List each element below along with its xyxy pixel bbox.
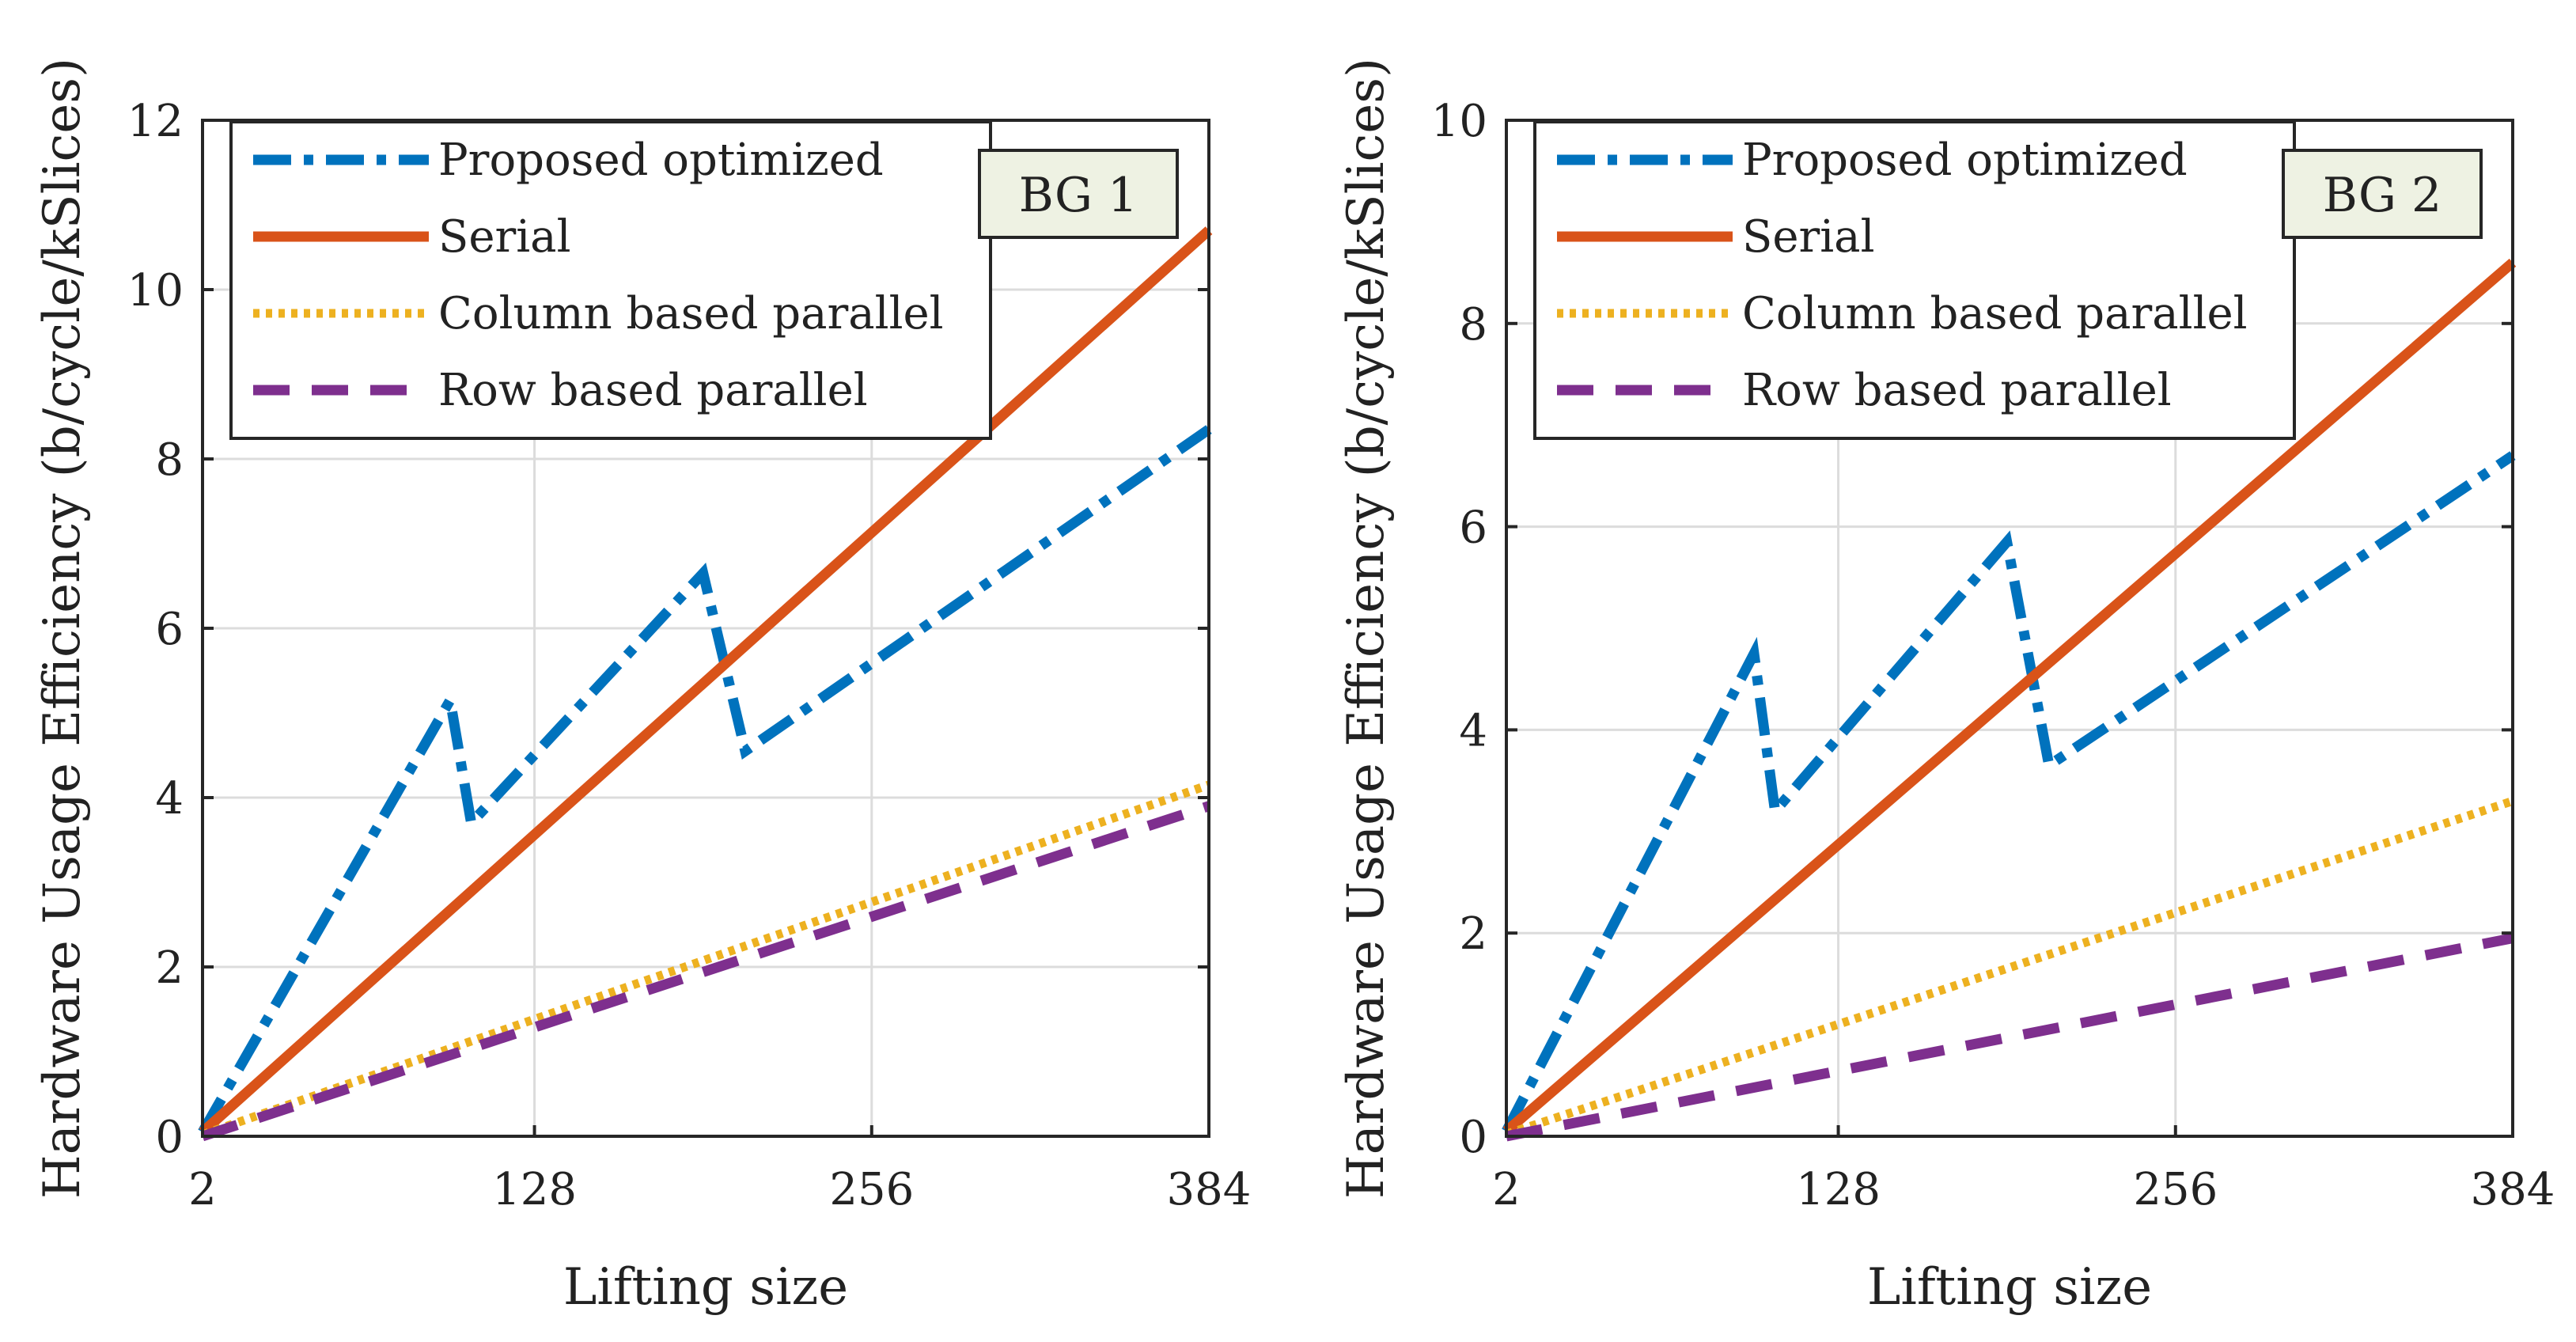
legend-label: Proposed optimized bbox=[1742, 135, 2188, 186]
x-tick-label: 2 bbox=[1492, 1164, 1521, 1215]
legend-label: Row based parallel bbox=[1742, 365, 2172, 416]
y-tick-label: 4 bbox=[1459, 705, 1487, 756]
x-axis-title: Lifting size bbox=[563, 1258, 848, 1317]
y-axis-title: Hardware Usage Efficiency (b/cycle/kSlic… bbox=[33, 58, 92, 1199]
legend-label: Proposed optimized bbox=[438, 135, 884, 186]
series-line-serial bbox=[1502, 258, 2517, 1135]
dataset-tag-box bbox=[2282, 149, 2483, 239]
y-tick-label: 0 bbox=[155, 1112, 184, 1163]
y-tick-label: 2 bbox=[1459, 908, 1487, 960]
legend-label: Column based parallel bbox=[438, 288, 944, 339]
series-line-row-based-parallel bbox=[200, 801, 1211, 1142]
legend-label: Serial bbox=[1742, 211, 1874, 263]
y-tick-label: 10 bbox=[1431, 96, 1487, 147]
y-tick-label: 2 bbox=[155, 942, 184, 994]
dataset-tag: BG 1 bbox=[1019, 168, 1138, 223]
y-tick-label: 6 bbox=[155, 604, 184, 655]
series-line-proposed-optimized bbox=[1502, 451, 2516, 1134]
y-tick-label: 8 bbox=[155, 434, 184, 486]
x-axis-title: Lifting size bbox=[1867, 1258, 2152, 1317]
legend-label: Column based parallel bbox=[1742, 288, 2248, 339]
x-tick-label: 384 bbox=[1167, 1164, 1252, 1215]
legend-label: Serial bbox=[438, 211, 570, 263]
y-axis-title: Hardware Usage Efficiency (b/cycle/kSlic… bbox=[1337, 58, 1396, 1199]
legend-box bbox=[1533, 120, 2296, 440]
dataset-tag: BG 2 bbox=[2323, 168, 2442, 223]
y-tick-label: 10 bbox=[127, 265, 184, 317]
y-tick-label: 0 bbox=[1459, 1112, 1487, 1163]
y-tick-label: 4 bbox=[155, 773, 184, 825]
series-line-proposed-optimized bbox=[198, 425, 1212, 1135]
legend-label: Row based parallel bbox=[438, 365, 868, 416]
x-tick-label: 128 bbox=[1796, 1164, 1881, 1215]
x-tick-label: 2 bbox=[188, 1164, 217, 1215]
series-line-serial bbox=[199, 226, 1213, 1136]
x-tick-label: 128 bbox=[492, 1164, 577, 1215]
series-line-row-based-parallel bbox=[1505, 933, 2514, 1142]
dataset-tag-box bbox=[978, 149, 1179, 239]
y-tick-label: 12 bbox=[127, 96, 184, 147]
legend-box bbox=[229, 120, 992, 440]
x-tick-label: 384 bbox=[2471, 1164, 2555, 1215]
y-tick-label: 6 bbox=[1459, 502, 1487, 554]
y-tick-label: 8 bbox=[1459, 299, 1487, 351]
x-tick-label: 256 bbox=[829, 1164, 914, 1215]
x-tick-label: 256 bbox=[2133, 1164, 2218, 1215]
